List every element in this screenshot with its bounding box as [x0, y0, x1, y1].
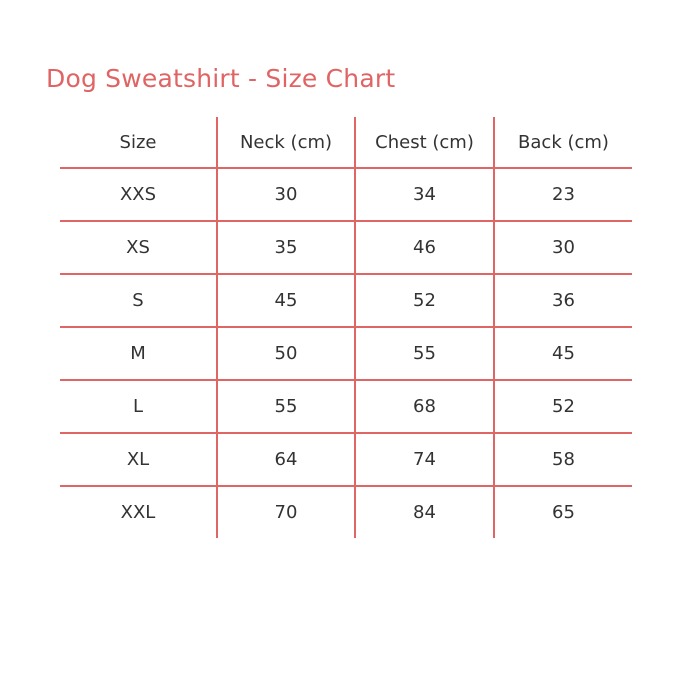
table-cell: 35	[216, 220, 355, 274]
table-cell: 55	[216, 379, 355, 433]
column-header: Chest (cm)	[354, 117, 494, 169]
table-cell: 55	[354, 326, 494, 380]
column-header: Back (cm)	[493, 117, 632, 169]
table-row: XXL 70 84 65	[60, 485, 632, 538]
table-row: XXS 30 34 23	[60, 168, 632, 221]
table-cell: 50	[216, 326, 355, 380]
table-cell: 52	[354, 273, 494, 327]
table-cell: 45	[493, 326, 632, 380]
table-row: M 50 55 45	[60, 326, 632, 380]
table-cell: 46	[354, 220, 494, 274]
table-cell: XXS	[119, 184, 157, 205]
table-cell: 65	[493, 485, 632, 538]
table-cell: 34	[354, 168, 494, 221]
size-chart-table: Size Neck (cm) Chest (cm) Back (cm) XXS 30 34…	[60, 117, 632, 538]
column-header: Size	[60, 117, 217, 169]
table-cell: 30	[493, 220, 632, 274]
table-row: XS 35 46 30	[60, 220, 632, 274]
table-cell: 30	[216, 168, 355, 221]
table-cell: 84	[354, 485, 494, 538]
header-row: Size Neck (cm) Chest (cm) Back (cm)	[60, 117, 632, 169]
table-cell: 23	[493, 168, 632, 221]
table-cell: 58	[493, 432, 632, 486]
table-cell: 52	[493, 379, 632, 433]
table-cell: XS	[60, 220, 217, 274]
table-cell: S	[60, 273, 217, 327]
table-cell: 36	[493, 273, 632, 327]
column-header: Neck (cm)	[216, 117, 355, 169]
page-title: Dog Sweatshirt - Size Chart	[46, 64, 396, 93]
table-cell: 74	[354, 432, 494, 486]
table-cell: 68	[354, 379, 494, 433]
table-cell: 45	[216, 273, 355, 327]
table-cell: 70	[216, 485, 355, 538]
table-cell: L	[60, 379, 217, 433]
table-cell: XL	[60, 432, 217, 486]
table-row: XL 64 74 58	[60, 432, 632, 486]
table-cell: 64	[216, 432, 355, 486]
table-row: L 55 68 52	[60, 379, 632, 433]
table-row: S 45 52 36	[60, 273, 632, 327]
table-cell: M	[60, 326, 217, 380]
table-cell: XXL	[60, 485, 217, 538]
